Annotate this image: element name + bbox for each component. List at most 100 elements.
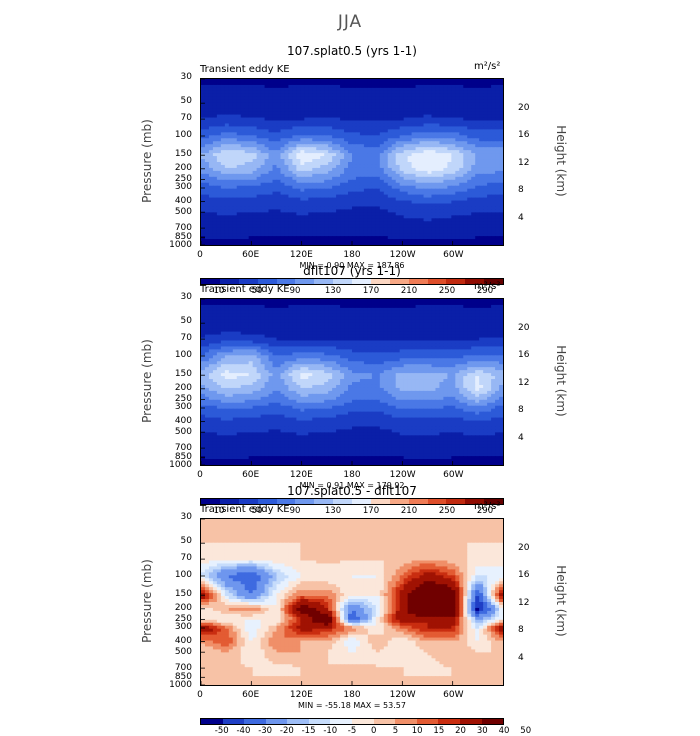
pressure-tick-label: 1000: [162, 240, 192, 250]
variable-label: Transient eddy KE: [200, 64, 290, 75]
heatmap-cell: [479, 242, 484, 245]
heatmap-cell: [380, 242, 385, 245]
pressure-tick-label: 70: [162, 113, 192, 123]
pressure-tick-label: 30: [162, 72, 192, 82]
y-axis-label-height: Height (km): [554, 125, 568, 196]
heatmap-cell: [428, 242, 433, 245]
heatmap-cell: [392, 242, 397, 245]
heatmap-cell: [487, 242, 492, 245]
heatmap-cell: [261, 242, 266, 245]
contour-plot: [200, 298, 504, 466]
main-title: JJA: [0, 12, 700, 32]
units-label: m²/s²: [474, 61, 500, 72]
panel-title: 107.splat0.5 (yrs 1-1): [200, 44, 504, 58]
pressure-tick-label: 200: [162, 163, 192, 173]
heatmap-cell: [245, 242, 250, 245]
height-tick-label: 12: [518, 158, 529, 168]
heatmap-cell: [292, 242, 297, 245]
heatmap-svg: [201, 299, 503, 465]
heatmap-cell: [201, 242, 206, 245]
heatmap-cell: [352, 242, 357, 245]
heatmap-cell: [447, 242, 452, 245]
heatmap-cell: [376, 242, 381, 245]
heatmap-cell: [269, 242, 274, 245]
contour-plot: [200, 78, 504, 246]
heatmap-cell: [217, 242, 222, 245]
heatmap-cell: [296, 242, 301, 245]
heatmap-cell: [459, 242, 464, 245]
heatmap-cell: [233, 242, 238, 245]
heatmap-cell: [237, 242, 242, 245]
heatmap-cell: [257, 242, 262, 245]
heatmap-cell: [495, 242, 500, 245]
heatmap-cell: [435, 242, 440, 245]
heatmap-cell: [277, 242, 282, 245]
heatmap-cell: [340, 242, 345, 245]
heatmap-cell: [280, 242, 285, 245]
heatmap-cell: [360, 242, 365, 245]
longitude-tick-label: 60E: [236, 250, 266, 260]
heatmap-cell: [356, 242, 361, 245]
heatmap-cell: [412, 242, 417, 245]
longitude-tick-label: 180: [337, 250, 367, 260]
heatmap-cell: [404, 242, 409, 245]
pressure-tick-label: 150: [162, 149, 192, 159]
heatmap-cell: [372, 242, 377, 245]
variable-label: Transient eddy KE: [200, 284, 290, 295]
longitude-tick-label: 120E: [286, 250, 316, 260]
heatmap-cell: [308, 242, 313, 245]
pressure-tick-label: 50: [162, 96, 192, 106]
heatmap-cell: [483, 242, 488, 245]
units-label: m²/s²: [474, 281, 500, 292]
heatmap-cell: [443, 242, 448, 245]
heatmap-cell: [288, 242, 293, 245]
heatmap-cell: [451, 242, 456, 245]
longitude-tick-label: 0: [185, 250, 215, 260]
heatmap-cell: [475, 242, 480, 245]
heatmap-cell: [396, 242, 401, 245]
heatmap-cell: [388, 242, 393, 245]
heatmap-cell: [344, 242, 349, 245]
pressure-tick-label: 300: [162, 182, 192, 192]
longitude-tick-label: 120W: [388, 250, 418, 260]
heatmap-cell: [408, 242, 413, 245]
heatmap-cell: [312, 242, 317, 245]
heatmap-cell: [332, 242, 337, 245]
panel-1: 107.splat0.5 (yrs 1-1) Transient eddy KE m…: [0, 44, 700, 254]
heatmap-cell: [213, 242, 218, 245]
height-tick-label: 4: [518, 213, 524, 223]
heatmap-cell: [471, 242, 476, 245]
heatmap-cell: [328, 242, 333, 245]
panel-title: dflt107 (yrs 1-1): [200, 264, 504, 278]
pressure-tick-label: 100: [162, 130, 192, 140]
heatmap-cell: [491, 242, 496, 245]
heatmap-cell: [384, 242, 389, 245]
heatmap-cell: [455, 242, 460, 245]
heatmap-cell: [273, 242, 278, 245]
heatmap-cell: [316, 242, 321, 245]
heatmap-cell: [364, 242, 369, 245]
height-tick-label: 20: [518, 103, 529, 113]
heatmap-svg: [201, 79, 503, 245]
heatmap-cell: [368, 242, 373, 245]
y-axis-label-pressure: Pressure (mb): [140, 119, 154, 203]
heatmap-cell: [221, 242, 226, 245]
heatmap-cell: [253, 242, 258, 245]
heatmap-cell: [336, 242, 341, 245]
heatmap-cell: [205, 242, 210, 245]
heatmap-cell: [463, 242, 468, 245]
heatmap-cell: [241, 242, 246, 245]
heatmap-cell: [209, 242, 214, 245]
pressure-tick-label: 400: [162, 196, 192, 206]
heatmap-cell: [424, 242, 429, 245]
longitude-tick-label: 60W: [438, 250, 468, 260]
heatmap-cell: [431, 242, 436, 245]
heatmap-cell: [284, 242, 289, 245]
pressure-tick-label: 500: [162, 207, 192, 217]
heatmap-cell: [225, 242, 230, 245]
heatmap-cell: [265, 242, 270, 245]
heatmap-cell: [320, 242, 325, 245]
heatmap-cell: [499, 242, 503, 245]
heatmap-cell: [304, 242, 309, 245]
